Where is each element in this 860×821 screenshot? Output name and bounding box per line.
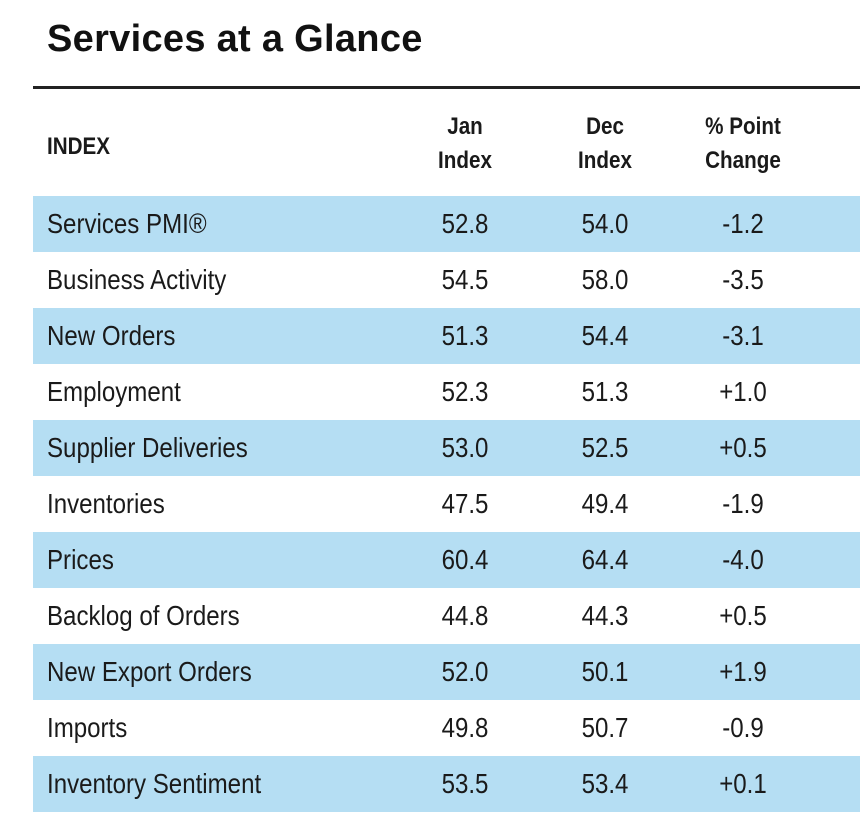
row-dec-value: 53.4 (581, 768, 629, 799)
table-header: INDEX Jan Index Dec Index % Point Change (33, 110, 860, 192)
table-row: Inventory Sentiment 53.5 53.4 +0.1 (33, 756, 860, 812)
column-header-dec-line1: Dec (586, 113, 624, 140)
row-jan-value: 47.5 (441, 488, 489, 519)
row-index-name: Supplier Deliveries (47, 432, 248, 463)
table-row: Backlog of Orders 44.8 44.3 +0.5 (33, 588, 860, 644)
row-change-value: +0.1 (719, 768, 767, 799)
row-jan-value: 54.5 (441, 264, 489, 295)
row-jan-value: 49.8 (441, 712, 489, 743)
row-dec-value: 50.7 (581, 712, 629, 743)
row-index-name: Business Activity (47, 264, 227, 295)
title-divider (33, 86, 860, 89)
row-jan-value: 52.8 (441, 208, 489, 239)
table-row: Services PMI® 52.8 54.0 -1.2 (33, 196, 860, 252)
column-header-dec-line2: Index (578, 147, 632, 174)
row-dec-value: 51.3 (581, 376, 629, 407)
table-row: New Orders 51.3 54.4 -3.1 (33, 308, 860, 364)
row-change-value: -0.9 (722, 712, 764, 743)
row-dec-value: 44.3 (581, 600, 629, 631)
row-jan-value: 51.3 (441, 320, 489, 351)
table-row: Employment 52.3 51.3 +1.0 (33, 364, 860, 420)
row-index-name: Backlog of Orders (47, 600, 240, 631)
row-index-name: Prices (47, 544, 114, 575)
row-jan-value: 53.0 (441, 432, 489, 463)
row-jan-value: 52.3 (441, 376, 489, 407)
table-row: Prices 60.4 64.4 -4.0 (33, 532, 860, 588)
row-index-name: Employment (47, 376, 181, 407)
row-change-value: +0.5 (719, 432, 767, 463)
row-change-value: -1.9 (722, 488, 764, 519)
column-header-point-change: % Point Change (691, 110, 794, 178)
table-row: Inventories 47.5 49.4 -1.9 (33, 476, 860, 532)
row-dec-value: 50.1 (581, 656, 629, 687)
row-change-value: -3.1 (722, 320, 764, 351)
row-dec-value: 54.4 (581, 320, 629, 351)
row-change-value: -3.5 (722, 264, 764, 295)
row-index-name: Services PMI® (47, 208, 207, 239)
table-row: Business Activity 54.5 58.0 -3.5 (33, 252, 860, 308)
column-header-index: INDEX (47, 133, 111, 160)
row-jan-value: 60.4 (441, 544, 489, 575)
row-jan-value: 52.0 (441, 656, 489, 687)
column-header-jan-line2: Index (438, 147, 492, 174)
row-change-value: +1.0 (719, 376, 767, 407)
column-header-dec-index: Dec Index (562, 110, 648, 178)
row-jan-value: 44.8 (441, 600, 489, 631)
table-body: Services PMI® 52.8 54.0 -1.2 Business Ac… (33, 196, 860, 812)
row-dec-value: 52.5 (581, 432, 629, 463)
row-dec-value: 58.0 (581, 264, 629, 295)
row-index-name: Inventory Sentiment (47, 768, 262, 799)
row-index-name: Imports (47, 712, 128, 743)
row-change-value: -4.0 (722, 544, 764, 575)
page-title: Services at a Glance (47, 18, 423, 60)
row-change-value: +0.5 (719, 600, 767, 631)
column-header-jan-index: Jan Index (422, 110, 508, 178)
row-jan-value: 53.5 (441, 768, 489, 799)
table-row: Supplier Deliveries 53.0 52.5 +0.5 (33, 420, 860, 476)
row-change-value: -1.2 (722, 208, 764, 239)
row-index-name: Inventories (47, 488, 165, 519)
table-row: Imports 49.8 50.7 -0.9 (33, 700, 860, 756)
column-header-change-line2: Change (705, 147, 781, 174)
row-dec-value: 54.0 (581, 208, 629, 239)
row-dec-value: 49.4 (581, 488, 629, 519)
row-index-name: New Orders (47, 320, 176, 351)
column-header-change-line1: % Point (705, 113, 781, 140)
column-header-jan-line1: Jan (447, 113, 483, 140)
row-index-name: New Export Orders (47, 656, 252, 687)
row-dec-value: 64.4 (581, 544, 629, 575)
table-row: New Export Orders 52.0 50.1 +1.9 (33, 644, 860, 700)
row-change-value: +1.9 (719, 656, 767, 687)
